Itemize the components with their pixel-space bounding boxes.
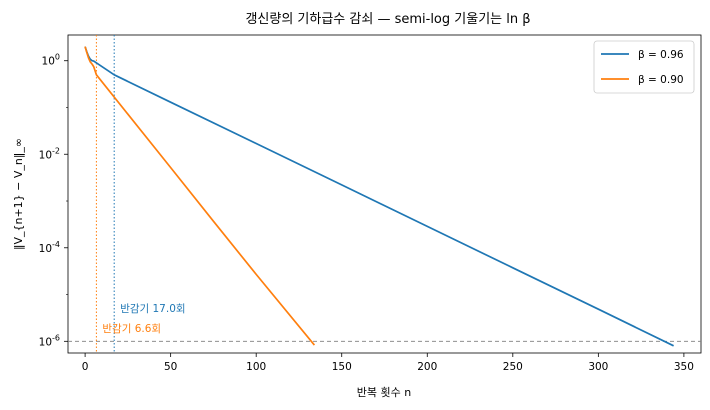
plot-area — [67, 34, 702, 354]
series-line-1 — [84, 46, 316, 346]
x-axis: 0 50 100 150 200 250 300 350 — [82, 353, 694, 373]
series-layer — [84, 46, 674, 347]
legend-label-0: β = 0.96 — [638, 49, 684, 61]
y-tick-label: 10-2 — [39, 146, 60, 161]
x-axis-label: 반복 횟수 n — [357, 386, 411, 399]
legend-label-1: β = 0.90 — [638, 74, 684, 86]
x-tick-label: 100 — [246, 361, 266, 373]
x-tick-label: 200 — [417, 361, 437, 373]
x-tick-label: 50 — [164, 361, 177, 373]
series-line-0 — [84, 46, 674, 347]
y-axis-label: ‖V_{n+1} − V_n‖_∞ — [12, 138, 25, 250]
y-axis: 100 10-2 10-4 10-6 — [39, 53, 68, 348]
y-tick-label: 100 — [42, 53, 60, 68]
chart-title: 갱신량의 기하급수 감쇠 — semi-log 기울기는 ln β — [245, 12, 530, 27]
x-tick-label: 250 — [503, 361, 523, 373]
x-tick-label: 0 — [82, 361, 89, 373]
legend: β = 0.96 β = 0.90 — [593, 40, 695, 94]
x-tick-label: 300 — [588, 361, 608, 373]
x-tick-label: 150 — [332, 361, 352, 373]
half-life-label: 반감기 6.6회 — [102, 323, 161, 335]
y-tick-label: 10-6 — [39, 333, 60, 348]
y-tick-label: 10-4 — [39, 240, 60, 255]
half-life-label: 반감기 17.0회 — [120, 303, 185, 315]
x-tick-label: 350 — [674, 361, 694, 373]
